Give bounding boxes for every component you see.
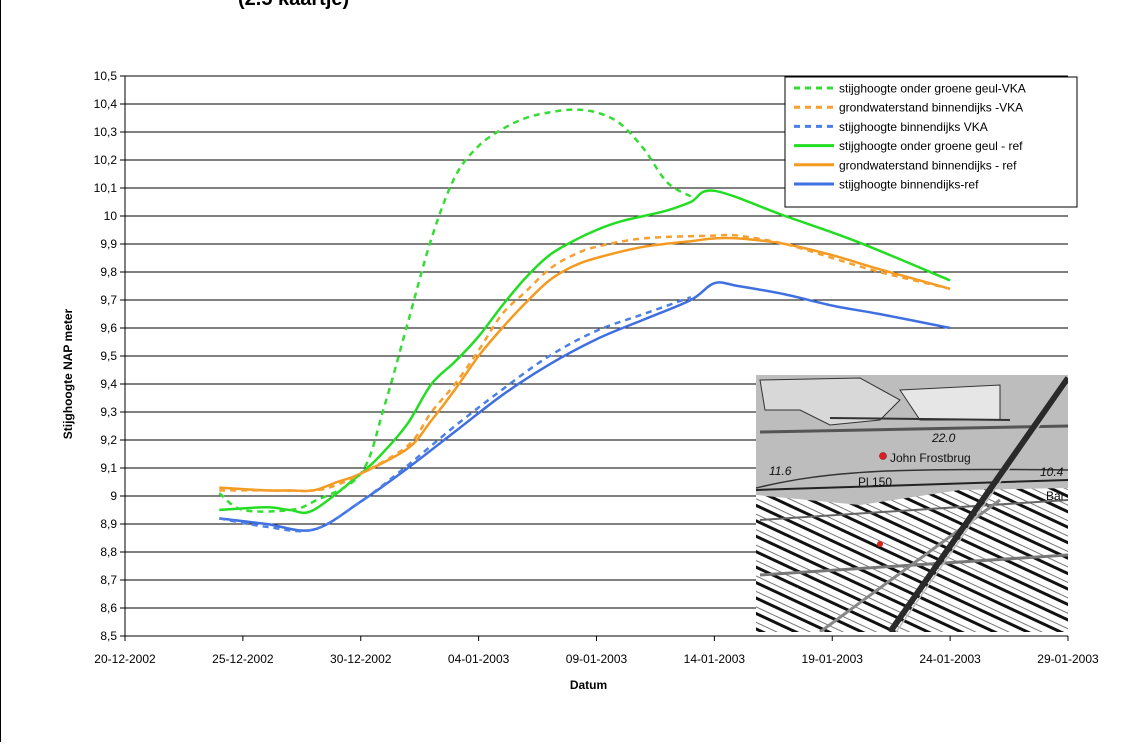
y-tick-label: 10,5 xyxy=(94,69,118,83)
map-block xyxy=(759,377,901,426)
legend-label: stijghoogte binnendijks-ref xyxy=(839,178,979,192)
series-layer xyxy=(218,108,951,533)
y-tick-label: 10,3 xyxy=(94,125,118,139)
legend-label: grondwaterstand binnendijks -VKA xyxy=(839,101,1023,115)
legend: stijghoogte onder groene geul-VKA grondwa… xyxy=(784,76,1078,208)
legend-label: stijghoogte onder groene geul - ref xyxy=(839,139,1023,153)
map-label-pl: Pl 150 xyxy=(858,475,892,489)
y-tick-label: 9 xyxy=(110,489,117,503)
y-tick-label: 9,7 xyxy=(100,293,117,307)
y-tick-label: 9,2 xyxy=(100,433,117,447)
y-tick-label: 10 xyxy=(104,209,118,223)
y-tick-label: 9,8 xyxy=(100,265,117,279)
map-road xyxy=(756,479,1068,491)
map-label-height-3: 10.4 xyxy=(1040,465,1064,479)
y-tick-label: 10,4 xyxy=(94,97,118,111)
map-railway xyxy=(887,376,1068,632)
y-tick-label: 10,2 xyxy=(94,153,118,167)
y-tick-label: 9,3 xyxy=(100,405,117,419)
map-road xyxy=(759,424,1068,434)
series-line-3 xyxy=(219,296,692,533)
y-tick-label: 9,9 xyxy=(100,237,117,251)
y-tick-label: 8,6 xyxy=(100,601,117,615)
x-tick-label: 09-01-2003 xyxy=(566,652,628,666)
x-tick-label: 14-01-2003 xyxy=(684,652,746,666)
map-marker xyxy=(879,452,887,460)
legend-label: stijghoogte binnendijks VKA xyxy=(839,120,988,134)
map-label-street: Bar xyxy=(1046,489,1065,503)
page-title: (2.5 kaartje) xyxy=(238,0,349,11)
x-tick-label: 20-12-2002 xyxy=(94,652,156,666)
x-tick-label: 04-01-2003 xyxy=(448,652,510,666)
map-label-height-1: 22.0 xyxy=(931,431,956,445)
map-inset: 22.0 John Frostbrug 11.6 Pl 150 10.4 Bar xyxy=(756,375,1068,632)
axes-layer: 8,5 8,6 8,7 8,8 8,9 9 9,1 9,2 9,3 9,4 9,5 9,6 9,7 9,8… xyxy=(61,69,1099,692)
y-tick-label: 8,8 xyxy=(100,545,117,559)
y-tick-label: 9,6 xyxy=(100,321,117,335)
map-road xyxy=(759,499,1068,521)
map-marker xyxy=(877,541,883,547)
y-tick-label: 9,5 xyxy=(100,349,117,363)
y-tick-label: 8,7 xyxy=(100,573,117,587)
y-tick-label: 8,5 xyxy=(100,629,117,643)
map-road xyxy=(759,553,1068,577)
x-axis-title: Datum xyxy=(570,678,607,692)
map-road xyxy=(829,417,1011,421)
x-tick-label: 30-12-2002 xyxy=(330,652,392,666)
x-tick-label: 29-01-2003 xyxy=(1037,652,1099,666)
series-line-5 xyxy=(219,236,951,493)
x-tick-label: 24-01-2003 xyxy=(919,652,981,666)
y-axis-title: Stijghoogte NAP meter xyxy=(61,308,75,439)
y-tick-label: 9,4 xyxy=(100,377,117,391)
series-line-1 xyxy=(218,108,692,513)
grid-layer xyxy=(125,75,1068,637)
map-label-height-2: 11.6 xyxy=(769,464,792,478)
y-tick-label: 9,1 xyxy=(100,461,117,475)
y-tick-label: 8,9 xyxy=(100,517,117,531)
frame-border xyxy=(0,0,1,742)
x-tick-label: 25-12-2002 xyxy=(212,652,274,666)
map-label-bridge: John Frostbrug xyxy=(890,451,971,465)
x-tick-label: 19-01-2003 xyxy=(802,652,864,666)
y-tick-label: 10,1 xyxy=(94,181,118,195)
map-railway-inner xyxy=(895,383,1068,632)
legend-label: grondwaterstand binnendijks - ref xyxy=(839,158,1017,172)
legend-label: stijghoogte onder groene geul-VKA xyxy=(839,82,1026,96)
series-line-2 xyxy=(219,233,951,493)
map-city-area xyxy=(756,488,1068,632)
